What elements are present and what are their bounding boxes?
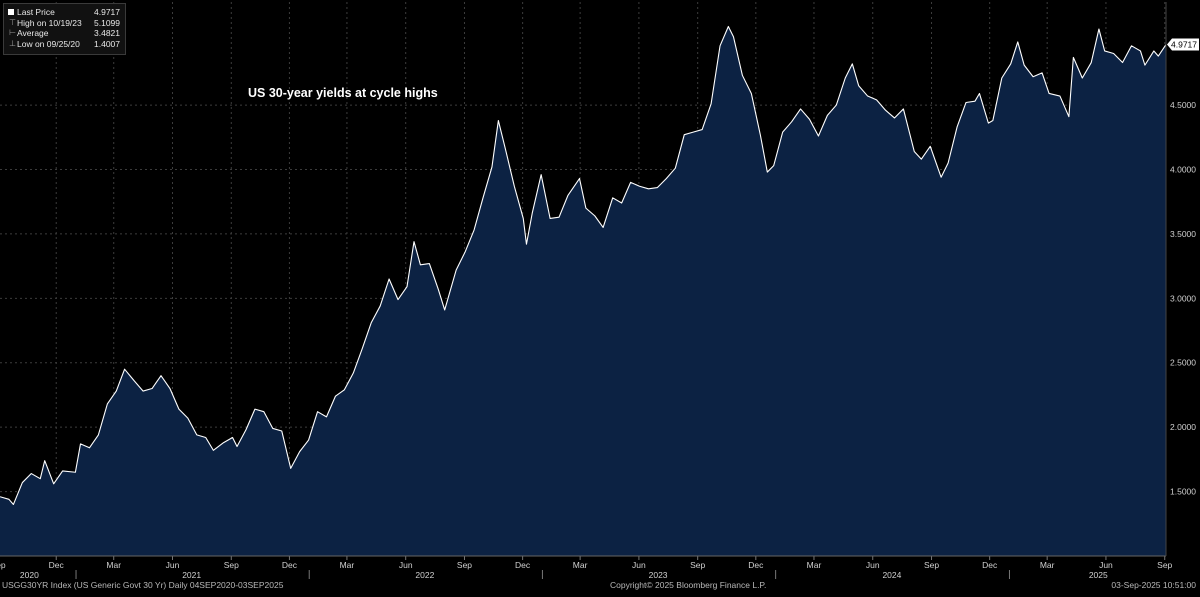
x-tick-label: Dec [49,560,65,570]
x-tick-label: Dec [982,560,998,570]
y-tick-label: 2.5000 [1170,358,1196,368]
x-tick-label: Jun [399,560,413,570]
x-year-label: 2023 [649,570,668,580]
y-tick-label: 4.5000 [1170,100,1196,110]
x-tick-label: Jun [632,560,646,570]
last-price-tag [1167,38,1199,51]
legend: Last Price 4.9717 ⊤ High on 10/19/23 5.1… [3,3,126,55]
legend-item-low: ⊥ Low on 09/25/20 1.4007 [8,39,121,50]
series-layer [0,25,1167,557]
legend-item-high: ⊤ High on 10/19/23 5.1099 [8,18,121,29]
legend-value: 1.4007 [94,38,120,49]
x-tick-label: Dec [282,560,298,570]
x-tick-label: Dec [748,560,764,570]
footer-copyright: Copyright© 2025 Bloomberg Finance L.P. [610,580,767,590]
legend-item-average: ⊢ Average 3.4821 [8,28,121,39]
x-tick-label: Sep [457,560,472,570]
y-tick-label: 3.5000 [1170,229,1196,239]
x-tick-label: Dec [515,560,531,570]
x-tick-label: Sep [690,560,705,570]
tick-low-icon: ⊥ [9,38,16,48]
tick-average-icon: ⊢ [9,28,16,37]
legend-value: 3.4821 [94,28,120,38]
legend-label: High on 10/19/23 [17,17,82,28]
last-price-label: 4.9717 [1171,40,1197,50]
x-tick-label: Mar [106,560,121,570]
x-year-label: 2022 [415,570,434,580]
legend-item-last-price: Last Price 4.9717 [8,7,121,18]
legend-value: 5.1099 [94,17,120,28]
legend-label: Last Price [17,7,55,17]
legend-label: Average [17,28,49,38]
x-tick-label: Sep [1157,560,1172,570]
chart-annotation: US 30-year yields at cycle highs [248,86,438,100]
x-tick-label: Jun [1099,560,1113,570]
x-tick-label: Mar [573,560,588,570]
x-year-label: 2025 [1089,570,1108,580]
axis-layer: 1.5000 2.0000 2.5000 3.0000 3.5000 4.0000 4.50… [0,2,1199,580]
y-tick-label: 4.0000 [1170,164,1196,174]
x-year-label: 2021 [182,570,201,580]
y-tick-label: 1.5000 [1170,487,1196,497]
series-area [0,26,1166,557]
square-swatch-icon [8,9,14,15]
x-tick-label: Sep [924,560,939,570]
footer-index-description: USGG30YR Index (US Generic Govt 30 Yr) D… [2,580,284,590]
y-tick-label: 3.0000 [1170,293,1196,303]
x-tick-label: Mar [1040,560,1055,570]
footer-timestamp: 03-Sep-2025 10:51:00 [1111,580,1196,590]
x-year-label: 2024 [882,570,901,580]
x-year-label: 2020 [20,570,39,580]
x-tick-label: Jun [166,560,180,570]
x-tick-label: Jun [866,560,880,570]
tick-high-icon: ⊤ [9,17,16,27]
legend-value: 4.9717 [94,7,120,17]
x-tick-label: Sep [224,560,239,570]
x-tick-label: Sep [0,560,6,570]
x-tick-label: Mar [340,560,355,570]
legend-label: Low on 09/25/20 [17,38,80,49]
x-tick-label: Mar [807,560,822,570]
y-tick-label: 2.0000 [1170,422,1196,432]
series-line [0,25,1167,506]
